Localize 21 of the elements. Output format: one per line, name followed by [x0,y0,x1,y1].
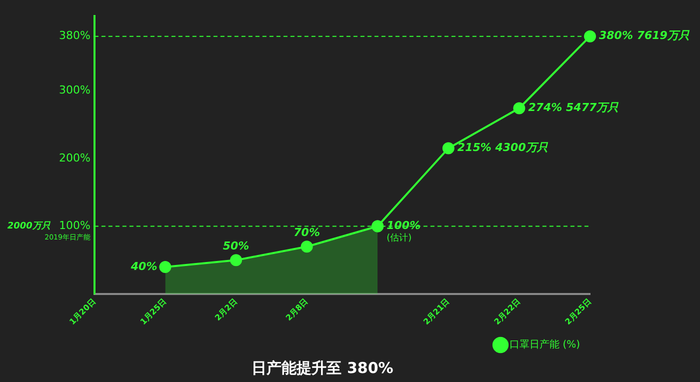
x-tick-label: 2月25日 [563,297,593,326]
x-tick-label: 2月22日 [492,297,522,326]
y-tick-label: 300% [58,83,90,96]
data-label: 274% 5477万只 [528,101,620,114]
text: 日产能提升至 380% [252,358,394,377]
data-label: 380% 7619万只 [599,29,690,42]
data-label: 215% 4300万只 [457,141,549,154]
data-label: 50% [222,240,250,253]
data-label: 70% [294,226,320,239]
x-tick-label: 2月2日 [213,297,239,323]
legend-label: 口罩日产能 (%) [510,338,580,351]
y-tick-label: 380% [58,29,90,42]
data-label: 100% (估计) [386,219,421,244]
x-tick-label: 1月20日 [68,297,98,326]
y-tick-label: 200% [58,151,90,164]
x-tick-label: 2月21日 [422,297,452,326]
y-tick-label: 100% [58,219,90,232]
text: 2000万只 [7,220,52,232]
data-label: 40% [130,260,158,273]
x-tick-label: 1月25日 [138,297,168,326]
x-tick-label: 2月8日 [284,297,310,323]
